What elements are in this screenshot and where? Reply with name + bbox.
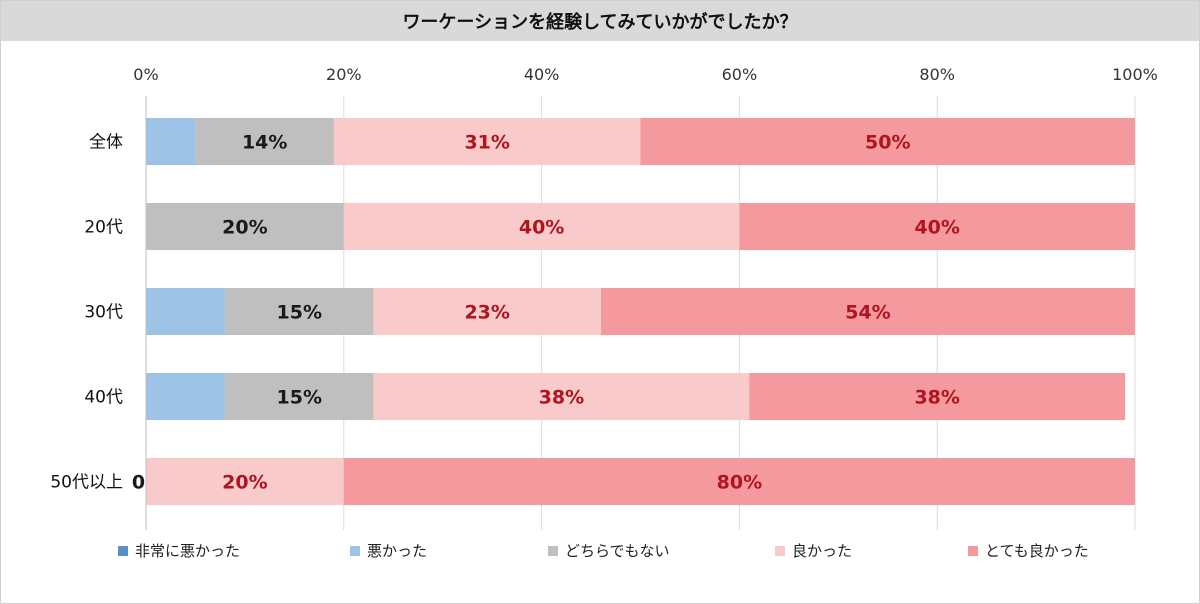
category-label: 40代	[84, 388, 123, 408]
chart-title: ワーケーションを経験してみていかがでしたか？	[402, 12, 798, 33]
data-label: 38%	[539, 387, 584, 409]
data-label: 15%	[277, 387, 322, 409]
legend-label: 悪かった	[367, 542, 428, 560]
legend-item: 良かった	[775, 540, 852, 561]
legend-item: 悪かった	[350, 540, 427, 561]
legend-swatch	[548, 545, 558, 556]
x-tick-label: 100%	[1112, 65, 1158, 84]
bar-segment	[225, 373, 374, 420]
bar-segment	[373, 373, 750, 420]
data-label: 40%	[519, 217, 564, 239]
category-label: 20代	[84, 218, 123, 238]
data-label: 80%	[717, 472, 762, 494]
category-label: 30代	[84, 303, 123, 323]
legend-swatch	[118, 545, 128, 556]
x-tick-label: 40%	[524, 65, 560, 84]
chart-title-bar: ワーケーションを経験してみていかがでしたか？	[1, 1, 1199, 41]
bar-segment	[195, 118, 334, 165]
data-label: 20%	[222, 472, 267, 494]
stacked-bar-chart: 0% 20% 40% 60% 80% 100% 全体 14% 31% 50% 20代 20% 40% 40…	[50, 65, 1158, 530]
category-label: 全体	[89, 133, 123, 153]
bar-segment	[146, 118, 196, 165]
data-label: 54%	[845, 302, 890, 324]
bar-segment	[343, 458, 1135, 505]
legend-label: 非常に悪かった	[135, 542, 241, 560]
legend-swatch	[775, 545, 785, 556]
data-label: 50%	[865, 132, 910, 154]
data-label: 15%	[277, 302, 322, 324]
bar-segment	[225, 288, 374, 335]
legend-item: どちらでもない	[548, 540, 670, 561]
bar-segment	[343, 203, 740, 250]
legend-swatch	[350, 545, 360, 556]
x-tick-label: 0%	[133, 65, 158, 84]
x-tick-label: 20%	[326, 65, 362, 84]
data-label: 23%	[464, 302, 509, 324]
category-label: 50代以上	[50, 473, 123, 493]
bar-segment	[640, 118, 1135, 165]
bar-segment	[373, 288, 601, 335]
legend-label: とても良かった	[985, 542, 1089, 560]
data-label: 14%	[242, 132, 287, 154]
legend-item: 非常に悪かった	[118, 540, 240, 561]
x-tick-label: 80%	[919, 65, 955, 84]
bar-segment	[333, 118, 641, 165]
bar-segment	[146, 458, 344, 505]
data-label: 20%	[222, 217, 267, 239]
bar-segment	[146, 203, 344, 250]
chart-legend: 非常に悪かった 悪かった どちらでもない 良かった とても良かった	[0, 528, 1200, 568]
bar-segment	[749, 373, 1126, 420]
legend-label: 良かった	[792, 542, 853, 560]
bar-segment	[600, 288, 1135, 335]
legend-swatch	[968, 545, 978, 556]
bar-segment	[146, 373, 226, 420]
bar-segment	[739, 203, 1135, 250]
data-label: 31%	[464, 132, 509, 154]
legend-item: とても良かった	[968, 540, 1089, 561]
data-label: 40%	[914, 217, 959, 239]
bar-segment	[146, 288, 226, 335]
data-label: 38%	[914, 387, 959, 409]
x-tick-label: 60%	[722, 65, 758, 84]
legend-label: どちらでもない	[565, 542, 670, 560]
